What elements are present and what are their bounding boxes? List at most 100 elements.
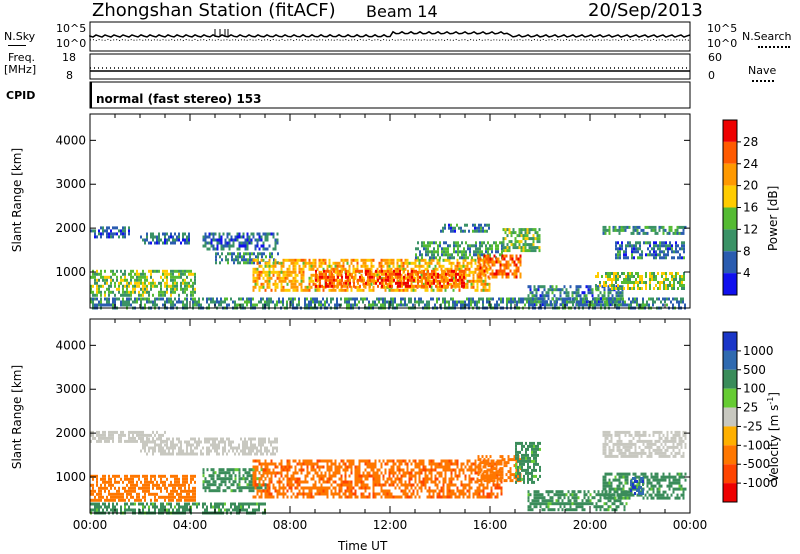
- data-cell: [318, 474, 321, 478]
- data-cell: [382, 300, 384, 304]
- data-cell: [509, 257, 512, 261]
- data-cell: [170, 489, 172, 493]
- data-cell: [385, 281, 387, 285]
- data-cell: [530, 297, 532, 301]
- data-cell: [288, 267, 291, 271]
- data-cell: [327, 278, 329, 282]
- data-cell: [332, 492, 335, 496]
- data-cell: [437, 281, 439, 285]
- data-cell: [554, 300, 556, 304]
- data-cell: [224, 238, 227, 242]
- data-cell: [449, 244, 451, 248]
- data-cell: [374, 273, 377, 277]
- data-cell: [126, 495, 128, 499]
- data-cell: [497, 247, 499, 251]
- data-cell: [208, 474, 211, 478]
- data-cell: [298, 258, 301, 262]
- data-cell: [324, 261, 327, 265]
- data-cell: [120, 436, 122, 440]
- data-cell: [214, 247, 217, 251]
- data-cell: [468, 297, 470, 301]
- data-cell: [146, 489, 148, 493]
- data-cell: [128, 229, 130, 233]
- data-cell: [479, 275, 482, 279]
- data-cell: [599, 284, 601, 287]
- data-cell: [144, 449, 146, 453]
- data-cell: [520, 234, 523, 238]
- data-cell: [248, 300, 250, 304]
- data-cell: [232, 471, 235, 475]
- data-cell: [408, 297, 410, 301]
- data-cell: [252, 468, 255, 472]
- data-cell: [328, 465, 331, 469]
- data-cell: [455, 250, 457, 254]
- data-cell: [304, 459, 307, 463]
- data-cell: [144, 303, 146, 307]
- data-cell: [503, 266, 506, 270]
- data-cell: [336, 300, 338, 304]
- data-cell: [417, 272, 419, 276]
- data-cell: [501, 272, 504, 276]
- data-cell: [548, 303, 550, 307]
- data-cell: [160, 284, 162, 288]
- data-cell: [384, 261, 387, 265]
- data-cell: [150, 300, 152, 304]
- data-cell: [190, 443, 192, 447]
- data-cell: [268, 449, 270, 453]
- data-cell: [329, 275, 331, 279]
- data-cell: [254, 437, 256, 441]
- data-cell: [415, 247, 417, 251]
- data-cell: [239, 261, 241, 265]
- data-cell: [400, 264, 403, 268]
- data-cell: [356, 285, 359, 289]
- data-cell: [501, 269, 504, 273]
- data-cell: [256, 477, 259, 481]
- data-cell: [655, 253, 657, 257]
- data-cell: [180, 486, 182, 490]
- data-cell: [585, 300, 588, 304]
- data-cell: [388, 288, 391, 292]
- data-cell: [277, 252, 279, 256]
- data-cell: [116, 275, 118, 279]
- data-cell: [668, 228, 671, 232]
- data-cell: [302, 480, 305, 484]
- data-cell: [186, 303, 188, 307]
- data-cell: [142, 287, 144, 291]
- data-cell: [212, 238, 215, 242]
- data-cell: [252, 285, 255, 289]
- data-cell: [122, 290, 124, 294]
- data-cell: [172, 303, 174, 307]
- data-cell: [212, 471, 215, 475]
- data-cell: [426, 300, 428, 304]
- data-cell: [370, 465, 373, 469]
- data-cell: [272, 446, 274, 450]
- data-cell: [483, 241, 485, 245]
- data-cell: [154, 449, 156, 453]
- data-cell: [350, 303, 352, 307]
- data-cell: [184, 290, 186, 294]
- data-cell: [233, 252, 235, 256]
- data-cell: [619, 294, 622, 298]
- data-cell: [617, 256, 619, 260]
- data-cell: [142, 437, 144, 441]
- data-cell: [378, 297, 380, 301]
- data-cell: [164, 238, 166, 242]
- data-cell: [484, 285, 487, 289]
- data-cell: [433, 241, 435, 245]
- data-cell: [268, 267, 271, 271]
- data-cell: [108, 300, 110, 304]
- data-cell: [192, 495, 194, 499]
- data-cell: [148, 269, 150, 273]
- data-cell: [346, 273, 349, 277]
- data-cell: [520, 249, 523, 253]
- data-cell: [245, 261, 247, 265]
- data-cell: [639, 281, 641, 284]
- data-cell: [329, 272, 331, 276]
- data-cell: [639, 253, 641, 257]
- data-cell: [380, 267, 383, 271]
- data-cell: [184, 238, 186, 242]
- data-cell: [518, 234, 521, 238]
- data-cell: [619, 247, 621, 251]
- data-cell: [148, 297, 150, 301]
- data-cell: [357, 281, 359, 285]
